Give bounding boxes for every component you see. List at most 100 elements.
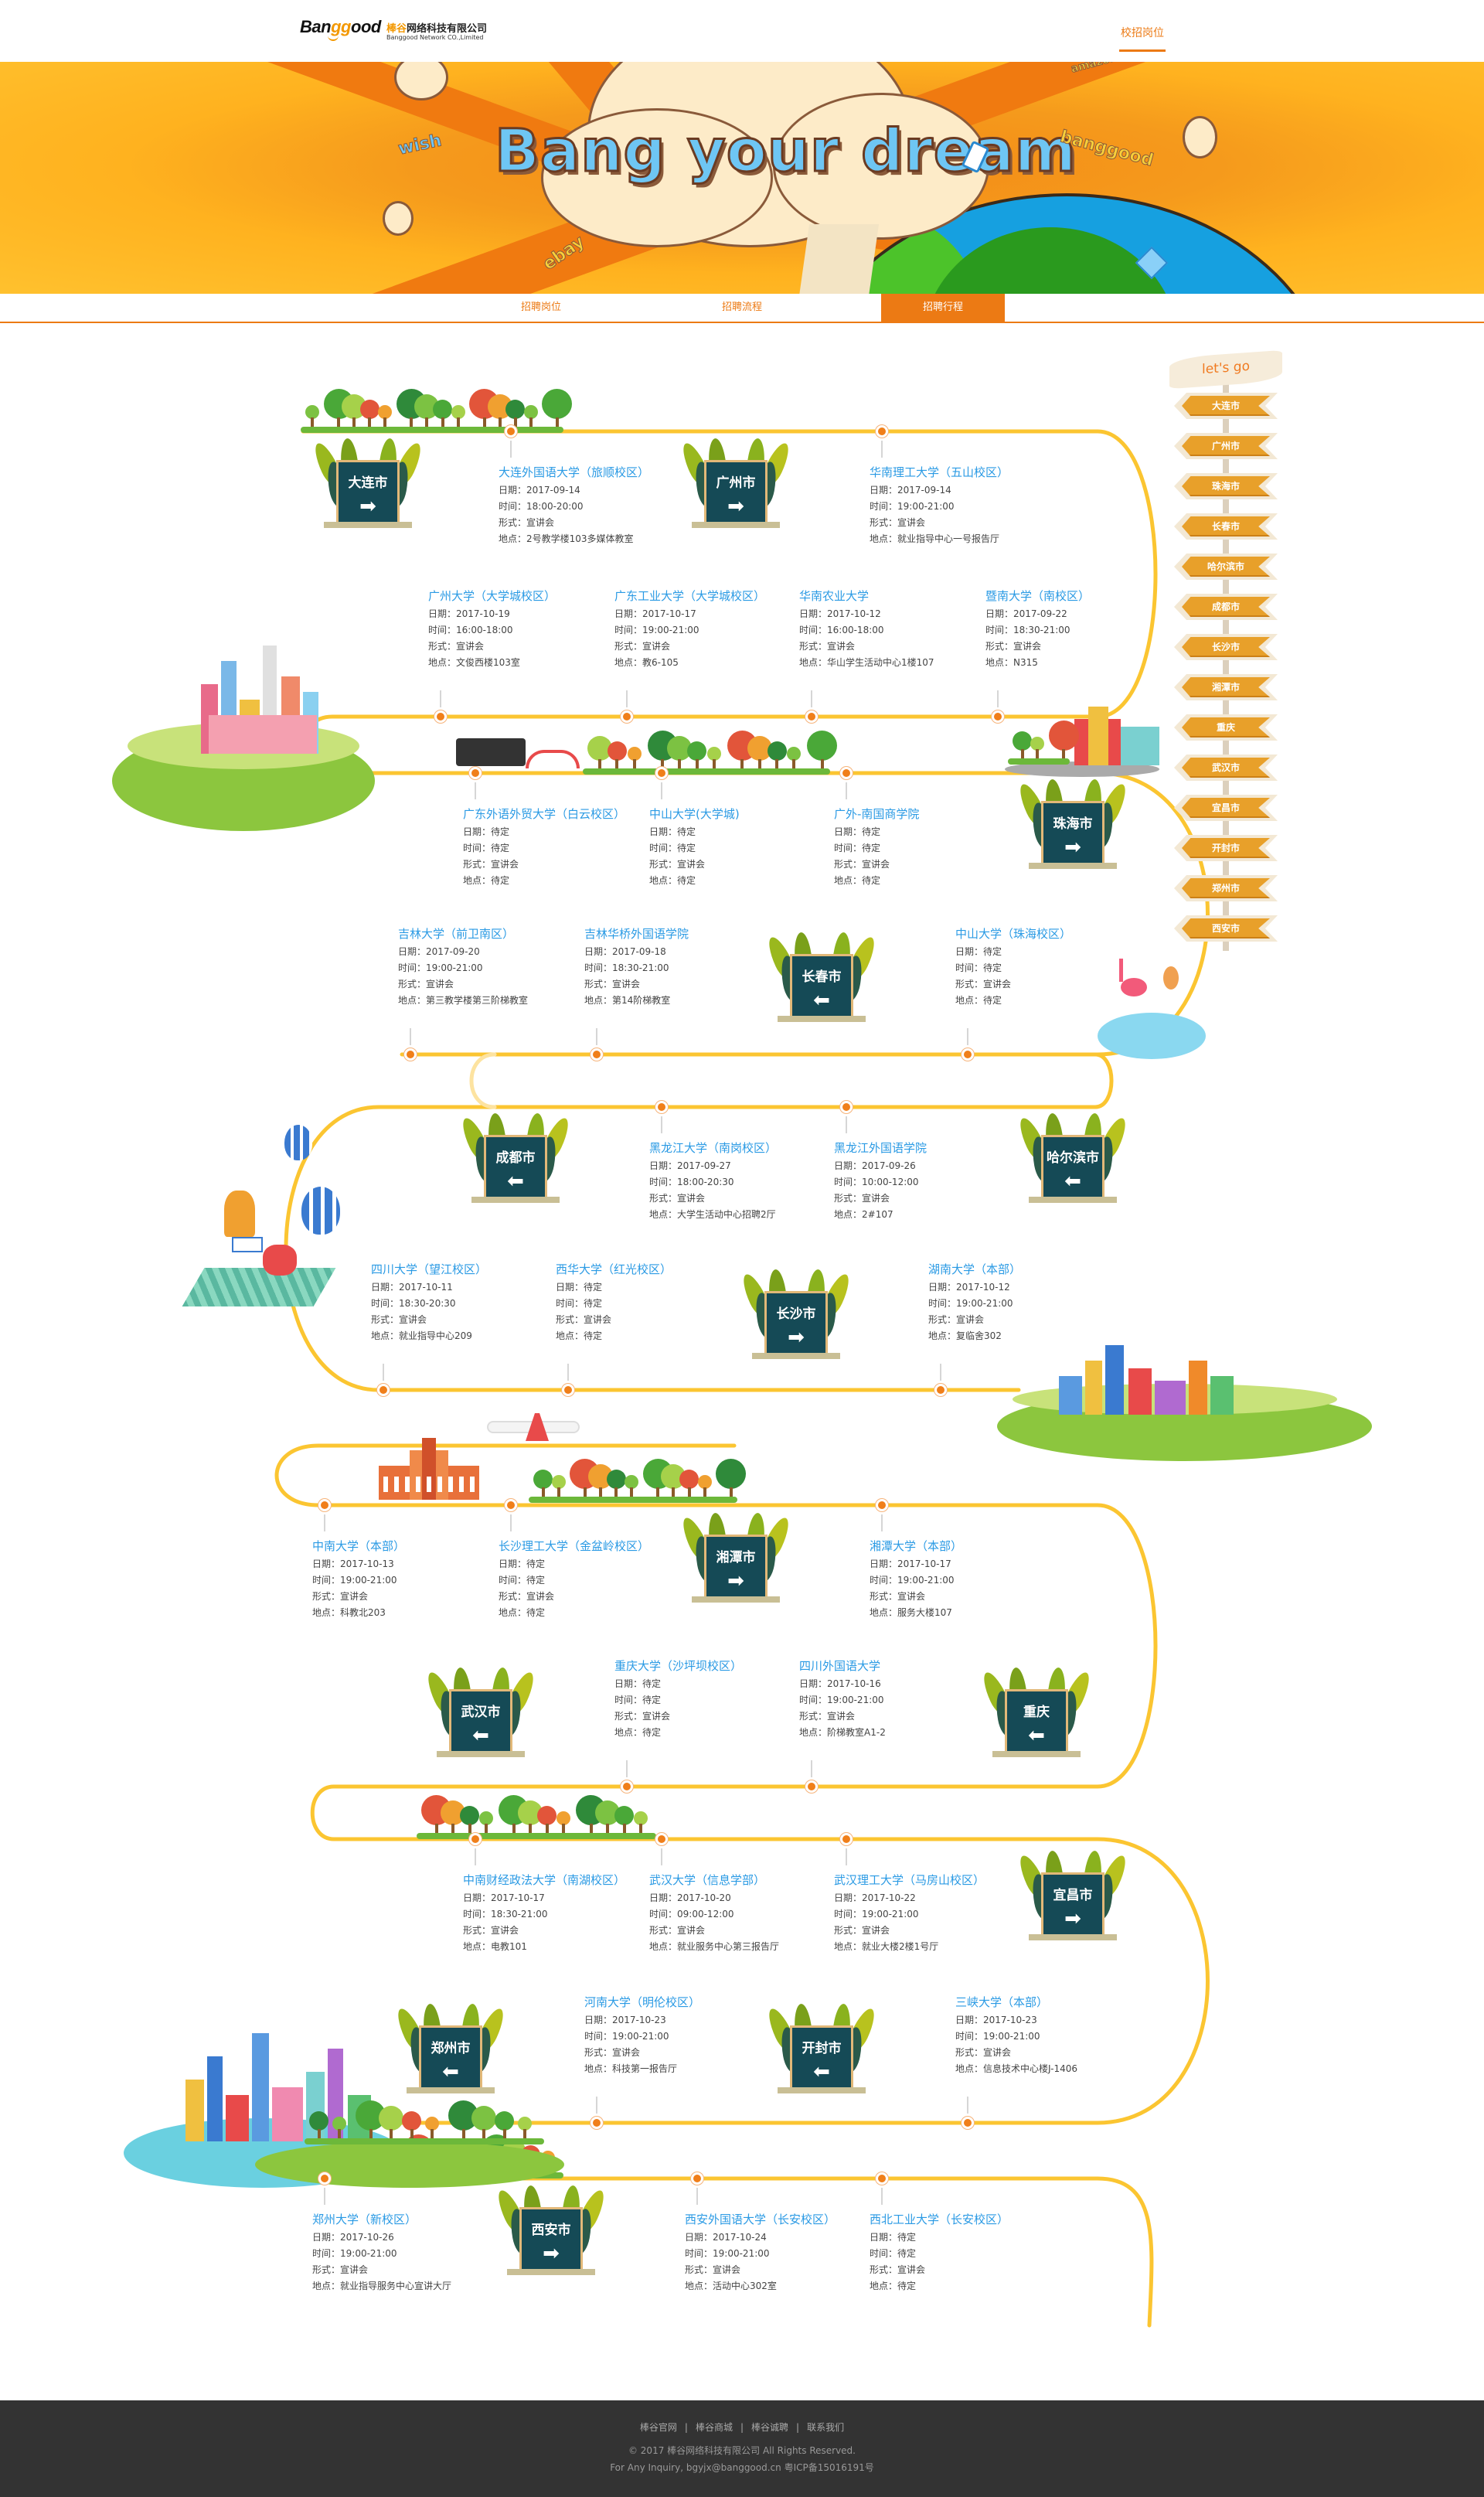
event-title[interactable]: 三峡大学（本部） <box>955 1995 1049 2009</box>
footer-link-official-site[interactable]: 棒谷官网 <box>639 2422 677 2433</box>
tree-crown <box>607 741 627 761</box>
sidebar-city-2[interactable]: 珠海市 <box>1174 473 1278 499</box>
tree-decoration <box>707 747 721 772</box>
event-date: 日期：2017-10-12 <box>928 1279 1122 1296</box>
event-title[interactable]: 西华大学（红光校区） <box>556 1262 672 1276</box>
field-value: 宣讲会 <box>456 641 485 652</box>
sidebar-city-5[interactable]: 成都市 <box>1174 594 1278 620</box>
event-title[interactable]: 暨南大学（南校区） <box>985 589 1091 603</box>
event-format: 形式：宣讲会 <box>556 1312 749 1328</box>
separator: | <box>740 2422 744 2433</box>
arrow-right-icon: ➡ <box>1064 836 1081 859</box>
event-location: 地点：就业指导中心209 <box>371 1328 564 1344</box>
footer-link-careers[interactable]: 棒谷诚聘 <box>751 2422 789 2433</box>
tree-trunk <box>368 417 372 430</box>
grass-strip <box>305 2138 544 2144</box>
sidebar-city-7[interactable]: 湘潭市 <box>1174 674 1278 700</box>
logo[interactable]: Banggood 棒谷网络科技有限公司 Banggood Network CO.… <box>0 0 510 62</box>
tree-trunk <box>390 2129 393 2141</box>
sidebar-city-label: 宜昌市 <box>1211 802 1240 813</box>
field-label: 日期： <box>371 1282 400 1293</box>
track-segment <box>316 2176 1154 2328</box>
nav-campus-jobs[interactable]: 校招岗位 <box>1121 27 1164 39</box>
event-title[interactable]: 大连外国语大学（旅顺校区） <box>499 465 650 479</box>
event-title[interactable]: 吉林华桥外国语学院 <box>584 927 689 941</box>
event-time: 时间：16:00-18:00 <box>799 622 992 639</box>
event-date: 日期：2017-10-20 <box>649 1890 842 1906</box>
timeline-dot <box>469 767 482 779</box>
track-segment <box>469 1052 497 1109</box>
sidebar-city-6[interactable]: 长沙市 <box>1174 634 1278 660</box>
event-title[interactable]: 华南理工大学（五山校区） <box>870 465 1009 479</box>
event-title[interactable]: 中山大学（珠海校区） <box>955 927 1072 941</box>
field-label: 地点： <box>371 1330 400 1341</box>
event-title[interactable]: 中南财经政法大学（南湖校区） <box>463 1873 626 1887</box>
event-title[interactable]: 广东外语外贸大学（白云校区） <box>463 807 626 821</box>
footer-link-contact[interactable]: 联系我们 <box>807 2422 845 2433</box>
explosion-cloud <box>1183 116 1217 158</box>
sidebar-city-4[interactable]: 哈尔滨市 <box>1174 554 1278 580</box>
signpost-pole <box>1223 379 1229 951</box>
field-label: 日期： <box>499 485 527 496</box>
event-title[interactable]: 中南大学（本部） <box>312 1539 406 1553</box>
field-value: 宣讲会 <box>897 1591 926 1602</box>
sidebar-city-1[interactable]: 广州市 <box>1174 433 1278 459</box>
sidebar-city-3[interactable]: 长春市 <box>1174 513 1278 540</box>
arrow-right-icon: ➡ <box>359 495 376 518</box>
event-title[interactable]: 黑龙江外国语学院 <box>834 1141 928 1155</box>
event-title[interactable]: 郑州大学（新校区） <box>312 2213 417 2226</box>
sidebar-city-9[interactable]: 武汉市 <box>1174 755 1278 781</box>
event-title[interactable]: 广州大学（大学城校区） <box>428 589 556 603</box>
tree-decoration <box>807 731 838 772</box>
sidebar-city-0[interactable]: 大连市 <box>1174 393 1278 419</box>
event-title[interactable]: 华南农业大学 <box>799 589 870 603</box>
sign-city-name: 大连市 <box>348 475 388 491</box>
event-title[interactable]: 河南大学（明伦校区） <box>584 1995 701 2009</box>
sidebar-city-8[interactable]: 重庆 <box>1174 714 1278 741</box>
event-title[interactable]: 黑龙江大学（南岗校区） <box>649 1141 778 1155</box>
event-title[interactable]: 武汉理工大学（马房山校区） <box>834 1873 985 1887</box>
field-label: 时间： <box>834 1909 863 1920</box>
explosion-cloud <box>773 93 989 240</box>
event-title[interactable]: 四川外国语大学 <box>799 1659 881 1673</box>
footer-link-mall[interactable]: 棒谷商城 <box>695 2422 733 2433</box>
tree-trunk <box>441 417 444 430</box>
field-value: 就业指导中心一号报告厅 <box>897 533 1000 544</box>
event-date: 日期：2017-09-20 <box>398 944 591 960</box>
connector-line <box>626 1760 628 1777</box>
balloon-decoration <box>284 1125 312 1160</box>
tree-decoration <box>425 2117 439 2141</box>
event-title[interactable]: 广外-南国商学院 <box>834 807 920 821</box>
field-value: 16:00-18:00 <box>456 625 513 635</box>
sidebar-city-11[interactable]: 开封市 <box>1174 835 1278 861</box>
event-item: 湘潭大学（本部） 日期：2017-10-17 时间：19:00-21:00 形式：宣讲… <box>870 1538 1063 1621</box>
sidebar-city-12[interactable]: 郑州市 <box>1174 875 1278 901</box>
lets-go-text: let's go <box>1202 358 1250 378</box>
event-title[interactable]: 吉林大学（前卫南区） <box>398 927 515 941</box>
field-value: 19:00-21:00 <box>340 1575 397 1586</box>
event-item: 中山大学（珠海校区） 日期：待定 时间：待定 形式：宣讲会 地点：待定 <box>955 925 1149 1009</box>
event-title[interactable]: 四川大学（望江校区） <box>371 1262 488 1276</box>
sidebar-city-10[interactable]: 宜昌市 <box>1174 795 1278 821</box>
event-title[interactable]: 广东工业大学（大学城校区） <box>614 589 766 603</box>
sign-board: 哈尔滨市 ⬅ <box>1041 1135 1104 1198</box>
event-title[interactable]: 西北工业大学（长安校区） <box>870 2213 1009 2226</box>
field-label: 形式： <box>870 2264 898 2275</box>
event-title[interactable]: 武汉大学（信息学部） <box>649 1873 766 1887</box>
tree-trunk <box>757 759 761 772</box>
sign-base <box>437 1751 525 1757</box>
event-title[interactable]: 重庆大学（沙坪坝校区） <box>614 1659 743 1673</box>
tree-decoration <box>606 1470 626 1500</box>
tab-job-positions[interactable]: 招聘岗位 <box>520 301 561 313</box>
field-label: 形式： <box>312 1591 341 1602</box>
event-title[interactable]: 长沙理工大学（金盆岭校区） <box>499 1539 650 1553</box>
event-title[interactable]: 湘潭大学（本部） <box>870 1539 963 1553</box>
tree-trunk <box>583 1487 587 1500</box>
tab-recruitment-process[interactable]: 招聘流程 <box>721 301 762 313</box>
event-title[interactable]: 湖南大学（本部） <box>928 1262 1022 1276</box>
sign-face <box>1182 838 1270 858</box>
event-title[interactable]: 中山大学(大学城) <box>649 807 740 821</box>
sidebar-city-13[interactable]: 西安市 <box>1174 915 1278 942</box>
event-title[interactable]: 西安外国语大学（长安校区） <box>685 2213 836 2226</box>
tab-recruitment-schedule[interactable]: 招聘行程 <box>881 294 1005 322</box>
